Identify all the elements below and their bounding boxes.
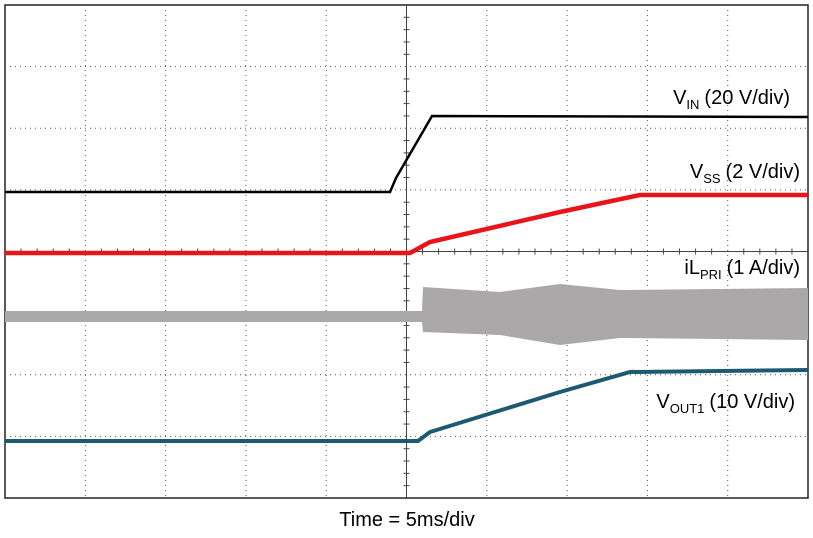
vss-label: VSS (2 V/div) [690,161,800,186]
label-suffix: (1 A/div) [727,257,800,279]
label-base: V [673,87,687,109]
label-sub: IN [686,97,699,112]
vout1-label: VOUT1 (10 V/div) [656,391,795,416]
label-base: V [656,391,670,413]
vin-label: VIN (20 V/div) [673,87,790,112]
label-sub: SS [703,171,721,186]
label-sub: PRI [700,267,722,282]
ilpri-label: iLPRI (1 A/div) [684,257,800,282]
label-sub: OUT1 [670,401,705,416]
vss-trace [5,192,808,256]
vin-trace [5,114,809,194]
label-base: V [690,161,704,183]
x-axis-label: Time = 5ms/div [339,509,474,531]
label-base: iL [684,257,700,279]
label-suffix: (20 V/div) [704,87,790,109]
vout1-trace [5,368,809,443]
label-suffix: (10 V/div) [709,391,795,413]
ilpri-trace [5,284,808,345]
label-suffix: (2 V/div) [726,161,800,183]
